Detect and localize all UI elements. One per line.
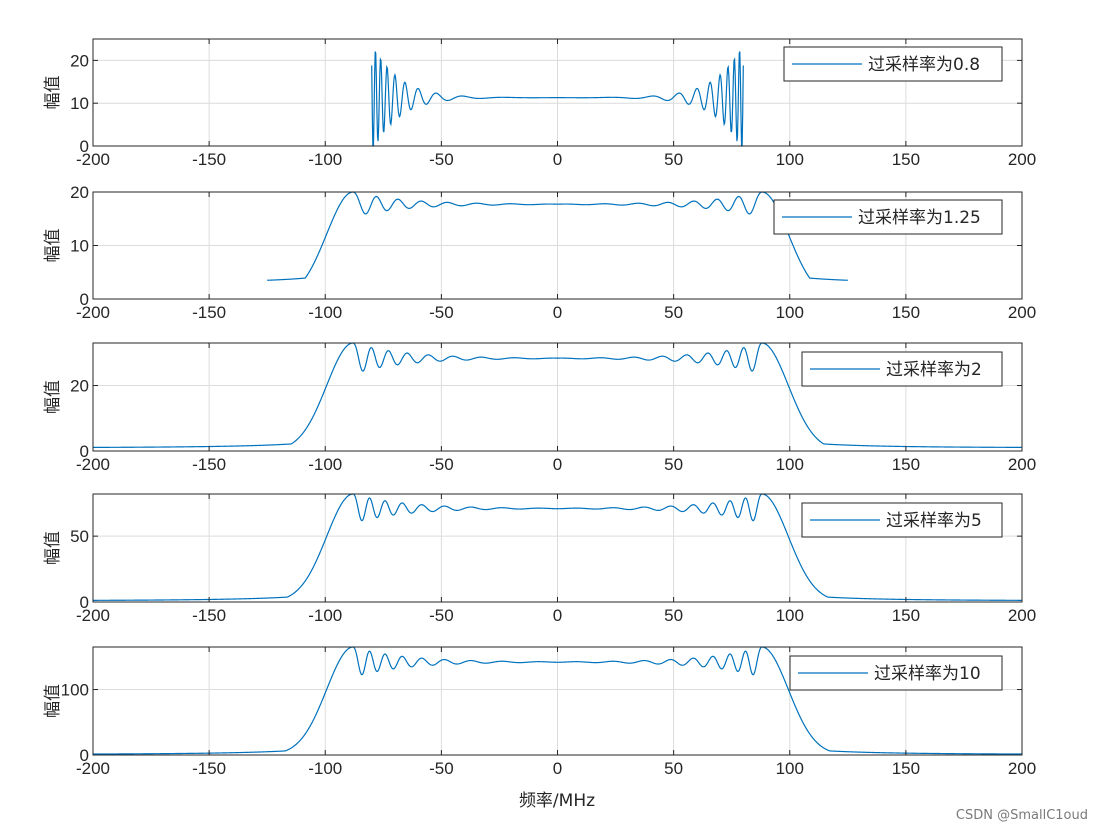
- x-tick-label: -200: [76, 455, 110, 474]
- watermark: CSDN @SmallC1oud: [955, 808, 1088, 823]
- x-tick-label: -50: [429, 759, 454, 778]
- x-tick-label: 50: [664, 303, 683, 322]
- y-tick-label: 100: [61, 681, 89, 700]
- x-tick-label: 200: [1008, 150, 1036, 169]
- y-tick-label: 10: [70, 237, 89, 256]
- legend: 过采样率为10: [789, 655, 1003, 691]
- y-tick-label: 10: [70, 94, 89, 113]
- x-tick-label: -200: [76, 303, 110, 322]
- x-tick-label: -150: [192, 455, 226, 474]
- x-tick-label: -50: [429, 606, 454, 625]
- series-line: [267, 191, 848, 281]
- y-axis-label: 幅值: [43, 229, 63, 263]
- x-tick-label: -100: [308, 606, 342, 625]
- legend: 过采样率为5: [801, 502, 1003, 538]
- subplot-1: -200 -150 -100 -50 0 50 100 150 200 0 10 20 幅值 过采样率为0…: [43, 38, 1036, 169]
- legend-label: 过采样率为5: [886, 511, 982, 531]
- legend-label: 过采样率为10: [874, 664, 981, 684]
- y-axis-label: 幅值: [43, 380, 63, 414]
- y-tick-label: 0: [80, 746, 89, 765]
- y-axis-label: 幅值: [43, 684, 63, 718]
- x-tick-label: 50: [664, 606, 683, 625]
- x-tick-label: -100: [308, 455, 342, 474]
- x-tick-label: 100: [776, 606, 804, 625]
- x-tick-label: 200: [1008, 455, 1036, 474]
- series-line: [371, 51, 744, 147]
- x-tick-label: -200: [76, 759, 110, 778]
- x-tick-label: 150: [892, 150, 920, 169]
- legend: 过采样率为0.8: [783, 46, 1003, 82]
- y-tick-label: 0: [80, 137, 89, 156]
- y-tick-label: 50: [70, 527, 89, 546]
- x-tick-label: 50: [664, 759, 683, 778]
- x-tick-label: 0: [553, 303, 562, 322]
- x-tick-label: 50: [664, 455, 683, 474]
- x-tick-label: -100: [308, 303, 342, 322]
- x-tick-label: 150: [892, 455, 920, 474]
- x-tick-label: -150: [192, 150, 226, 169]
- y-tick-label: 20: [70, 51, 89, 70]
- y-tick-label: 0: [80, 442, 89, 461]
- x-tick-label: 0: [553, 455, 562, 474]
- x-tick-label: -150: [192, 303, 226, 322]
- y-tick-label: 0: [80, 290, 89, 309]
- series-line: [93, 493, 1022, 601]
- x-tick-label: 150: [892, 606, 920, 625]
- x-axis-label: 频率/MHz: [519, 791, 595, 811]
- y-tick-label: 0: [80, 593, 89, 612]
- y-tick-label: 20: [70, 183, 89, 202]
- x-tick-label: -50: [429, 150, 454, 169]
- x-tick-label: 0: [553, 150, 562, 169]
- x-tick-label: -200: [76, 606, 110, 625]
- x-tick-label: 100: [776, 455, 804, 474]
- legend-label: 过采样率为1.25: [858, 208, 981, 228]
- legend-label: 过采样率为2: [886, 360, 982, 380]
- x-tick-label: 0: [553, 606, 562, 625]
- x-tick-label: 200: [1008, 303, 1036, 322]
- x-tick-label: 50: [664, 150, 683, 169]
- series-line: [92, 646, 1023, 755]
- x-tick-label: -50: [429, 455, 454, 474]
- x-tick-label: -50: [429, 303, 454, 322]
- y-axis-label: 幅值: [43, 531, 63, 565]
- x-tick-label: 200: [1008, 759, 1036, 778]
- subplot-2: -200 -150 -100 -50 0 50 100 150 200 0 10 20 幅值 过采样率为1…: [43, 183, 1036, 322]
- x-tick-label: -100: [308, 759, 342, 778]
- x-tick-label: 100: [776, 303, 804, 322]
- x-tick-label: 150: [892, 303, 920, 322]
- x-tick-label: 100: [776, 759, 804, 778]
- legend: 过采样率为1.25: [773, 199, 1003, 235]
- x-tick-label: -150: [192, 606, 226, 625]
- x-tick-label: -200: [76, 150, 110, 169]
- legend-label: 过采样率为0.8: [868, 55, 980, 75]
- subplot-3: -200 -150 -100 -50 0 50 100 150 200 0 20 幅值 过采样率为2: [43, 342, 1036, 474]
- x-tick-label: 150: [892, 759, 920, 778]
- y-tick-label: 20: [70, 377, 89, 396]
- series-line: [93, 342, 1022, 448]
- y-axis-label: 幅值: [43, 76, 63, 110]
- subplot-4: -200 -150 -100 -50 0 50 100 150 200 0 50 幅值 过采样率为5: [43, 493, 1036, 625]
- x-tick-label: -150: [192, 759, 226, 778]
- legend: 过采样率为2: [801, 351, 1003, 387]
- x-tick-label: 0: [553, 759, 562, 778]
- x-tick-label: -100: [308, 150, 342, 169]
- x-tick-label: 200: [1008, 606, 1036, 625]
- x-tick-label: 100: [776, 150, 804, 169]
